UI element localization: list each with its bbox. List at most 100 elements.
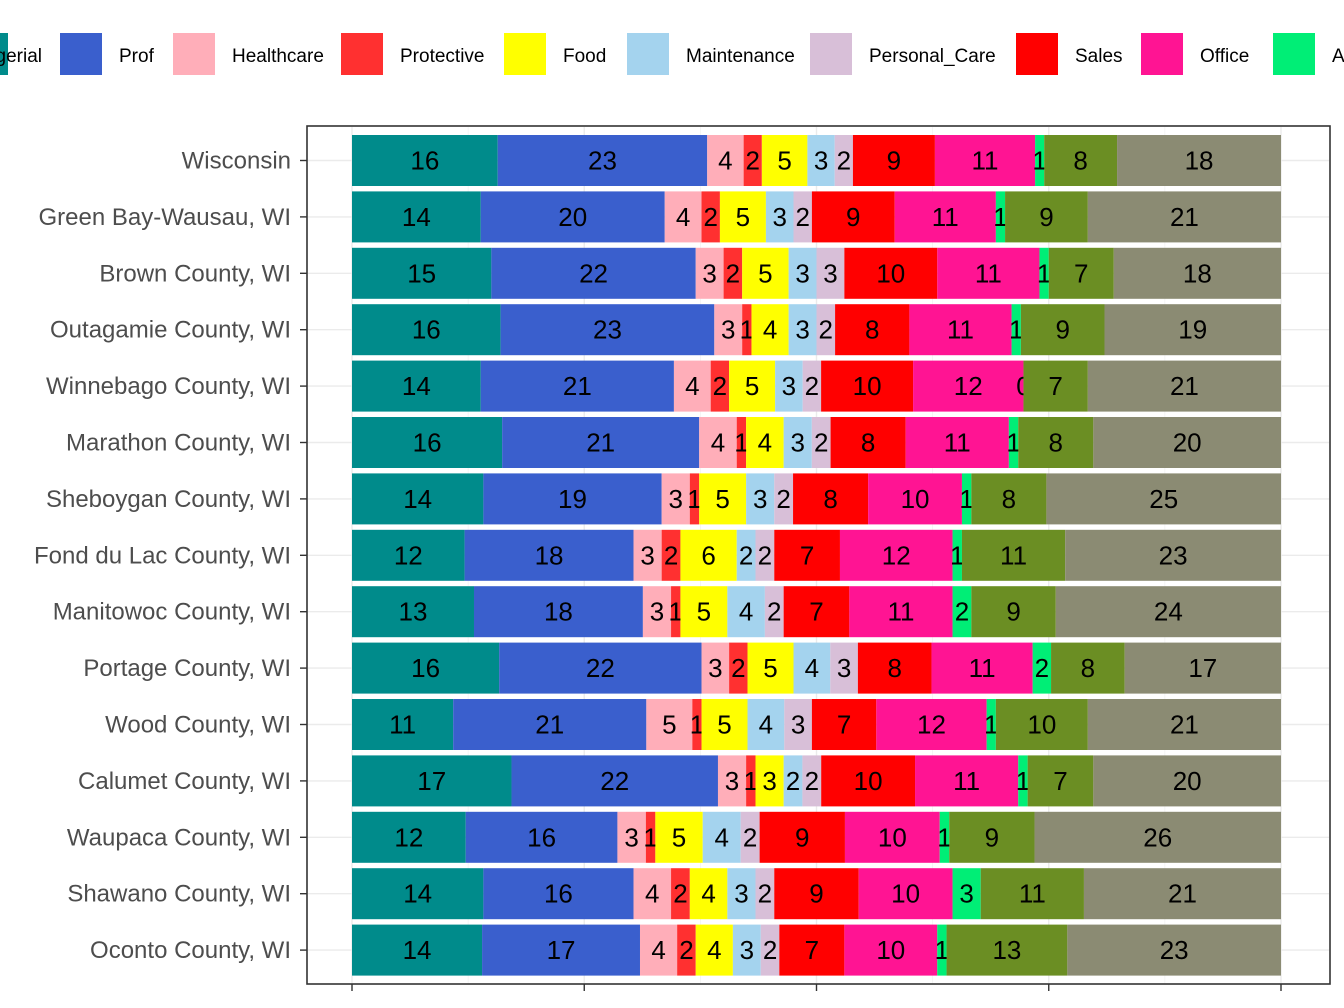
segment-value-label: 21 (1170, 202, 1199, 232)
bar-segment (1018, 755, 1028, 807)
y-tick-label: Oconto County, WI (90, 937, 291, 964)
segment-value-label: 2 (739, 540, 753, 570)
segment-value-label: 13 (992, 935, 1021, 965)
segment-value-label: 8 (865, 315, 879, 345)
segment-value-label: 2 (679, 935, 693, 965)
segment-value-label: 16 (411, 653, 440, 683)
segment-value-label: 4 (763, 315, 777, 345)
bar-segment (740, 811, 760, 863)
segment-value-label: 5 (736, 202, 750, 232)
bar-segment (352, 642, 500, 694)
bar-segment (1034, 811, 1281, 863)
segment-value-label: 5 (758, 258, 772, 288)
segment-value-label: 2 (795, 202, 809, 232)
segment-value-label: 3 (762, 766, 776, 796)
segment-value-label: 2 (837, 146, 851, 176)
segment-value-label: 3 (823, 258, 837, 288)
bar-segment (802, 755, 822, 807)
segment-value-label: 3 (624, 822, 638, 852)
bar-row: 12 18 3 2 6 2 2 7 12 1 11 23 (352, 529, 1281, 581)
bar-segment (1087, 191, 1281, 243)
segment-value-label: 4 (707, 935, 721, 965)
segment-value-label: 16 (410, 146, 439, 176)
segment-value-label: 21 (1170, 371, 1199, 401)
legend-label: Food (563, 46, 606, 67)
segment-value-label: 3 (708, 653, 722, 683)
legend-key (0, 33, 8, 75)
bar-segment (352, 755, 512, 807)
bar-segment (807, 135, 835, 186)
segment-value-label: 16 (527, 822, 556, 852)
segment-value-label: 4 (739, 597, 753, 627)
segment-value-label: 3 (790, 428, 804, 458)
segment-value-label: 9 (795, 822, 809, 852)
bar-segment (852, 135, 935, 186)
legend-key (1016, 33, 1058, 75)
bar-segment (774, 529, 840, 581)
segment-value-label: 22 (586, 653, 615, 683)
segment-value-label: 8 (1002, 484, 1016, 514)
segment-value-label: 2 (746, 146, 760, 176)
bar-segment (736, 417, 747, 468)
bar-segment (1011, 304, 1021, 356)
segment-value-label: 14 (403, 484, 432, 514)
bar-segment (689, 473, 700, 525)
bar-segment (1035, 135, 1045, 186)
segment-value-label: 23 (1159, 540, 1188, 570)
y-tick-label: Portage County, WI (83, 655, 291, 682)
bar-segment (1005, 191, 1088, 243)
bar-segment (1048, 247, 1114, 299)
legend-key (1273, 33, 1315, 75)
bar-row: 16 23 4 2 5 3 2 9 11 1 8 18 (352, 135, 1281, 186)
segment-value-label: 3 (795, 315, 809, 345)
bar-segment (765, 191, 794, 243)
bar-segment (760, 924, 780, 976)
bar-segment (1044, 135, 1118, 186)
segment-value-label: 7 (805, 935, 819, 965)
segment-value-label: 12 (394, 822, 423, 852)
segment-value-label: 16 (412, 315, 441, 345)
segment-value-label: 2 (786, 766, 800, 796)
bar-segment (1113, 247, 1281, 299)
bar-segment (759, 811, 845, 863)
segment-value-label: 10 (901, 484, 930, 514)
legend-key (60, 33, 102, 75)
bar-segment (811, 699, 877, 750)
segment-value-label: 3 (959, 879, 973, 909)
bar-segment (702, 811, 741, 863)
bar-segment (352, 360, 481, 412)
bar-segment (642, 586, 672, 638)
segment-value-label: 4 (758, 428, 772, 458)
segment-value-label: 7 (809, 597, 823, 627)
legend-key (1141, 33, 1183, 75)
bar-segment (692, 699, 702, 750)
bar-segment (352, 868, 484, 920)
y-tick-label: Fond du Lac County, WI (34, 542, 291, 569)
bar-segment (849, 586, 953, 638)
bar-segment (949, 811, 1035, 863)
segment-value-label: 1 (993, 202, 1007, 232)
segment-value-label: 11 (969, 653, 996, 683)
segment-value-label: 1 (950, 540, 964, 570)
segment-value-label: 14 (403, 935, 432, 965)
legend-key (341, 33, 383, 75)
bar-segment (717, 755, 747, 807)
bar-segment (783, 586, 850, 638)
bar-row: 11 21 5 1 5 4 3 7 12 1 10 21 (352, 699, 1281, 750)
segment-value-label: 5 (763, 653, 777, 683)
legend-item: Maintenance (627, 33, 795, 75)
segment-value-label: 2 (805, 371, 819, 401)
bar-segment (473, 586, 643, 638)
segment-value-label: 18 (544, 597, 573, 627)
bar-segment (742, 304, 752, 356)
segment-value-label: 6 (701, 540, 715, 570)
segment-value-label: 5 (715, 484, 729, 514)
bar-segment (480, 360, 674, 412)
bar-segment (729, 360, 776, 412)
y-tick-label: Calumet County, WI (78, 768, 291, 795)
bar-segment (699, 417, 737, 468)
segment-value-label: 5 (745, 371, 759, 401)
legend-item: Office (1141, 33, 1249, 75)
y-tick-label: Sheboygan County, WI (46, 486, 291, 513)
segment-value-label: 1 (734, 428, 748, 458)
